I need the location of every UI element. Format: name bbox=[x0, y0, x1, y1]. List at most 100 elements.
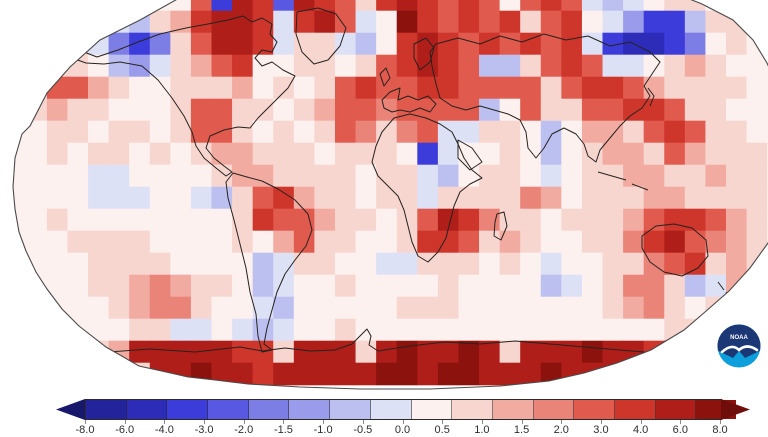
anomaly-grid bbox=[13, 0, 768, 386]
anomaly-cell bbox=[170, 230, 192, 254]
anomaly-cell bbox=[293, 76, 315, 100]
anomaly-cell bbox=[232, 252, 254, 276]
anomaly-cell bbox=[726, 142, 748, 166]
anomaly-cell bbox=[211, 296, 233, 320]
anomaly-cell bbox=[252, 0, 274, 12]
anomaly-cell bbox=[334, 120, 357, 144]
anomaly-cell bbox=[334, 274, 357, 298]
anomaly-cell bbox=[561, 340, 583, 364]
anomaly-cell bbox=[293, 318, 315, 342]
anomaly-cell bbox=[623, 142, 645, 166]
anomaly-cell bbox=[623, 186, 645, 210]
anomaly-cell bbox=[684, 142, 707, 166]
anomaly-cell bbox=[376, 10, 398, 34]
anomaly-cell bbox=[499, 10, 521, 34]
anomaly-cell bbox=[499, 98, 521, 122]
anomaly-cell bbox=[376, 0, 398, 12]
anomaly-cell bbox=[746, 296, 768, 320]
anomaly-cell bbox=[88, 142, 110, 166]
anomaly-cell bbox=[334, 296, 357, 320]
anomaly-cell bbox=[314, 32, 336, 56]
anomaly-cell bbox=[149, 142, 171, 166]
anomaly-cell bbox=[108, 164, 130, 188]
anomaly-cell bbox=[623, 10, 645, 34]
anomaly-cell bbox=[458, 340, 480, 364]
anomaly-cell bbox=[664, 318, 686, 342]
anomaly-cell bbox=[479, 76, 501, 100]
colorbar-tickmark bbox=[402, 420, 404, 424]
anomaly-cell bbox=[108, 98, 130, 122]
anomaly-cell bbox=[252, 32, 274, 56]
anomaly-cell bbox=[67, 230, 89, 254]
anomaly-cell bbox=[88, 120, 110, 144]
anomaly-cell bbox=[746, 230, 768, 254]
anomaly-cell bbox=[170, 142, 192, 166]
anomaly-cell bbox=[664, 274, 686, 298]
anomaly-cell bbox=[726, 274, 748, 298]
anomaly-cell bbox=[211, 120, 233, 144]
anomaly-cell bbox=[355, 120, 377, 144]
anomaly-cell bbox=[643, 252, 665, 276]
anomaly-cell bbox=[88, 10, 110, 34]
colorbar-tickmark bbox=[124, 420, 126, 424]
anomaly-cell bbox=[726, 10, 748, 34]
anomaly-cell bbox=[314, 274, 336, 298]
anomaly-cell bbox=[232, 54, 254, 78]
colorbar-segment bbox=[533, 400, 575, 419]
anomaly-cell bbox=[437, 252, 460, 276]
anomaly-cell bbox=[396, 120, 418, 144]
anomaly-cell bbox=[46, 186, 69, 210]
colorbar-tick-label: -8.0 bbox=[75, 424, 95, 436]
anomaly-cell bbox=[26, 164, 48, 188]
anomaly-cell bbox=[149, 76, 171, 100]
anomaly-cell bbox=[458, 208, 480, 232]
colorbar-tickmark bbox=[243, 420, 245, 424]
anomaly-cell bbox=[437, 274, 460, 298]
anomaly-cell bbox=[293, 54, 315, 78]
anomaly-cell bbox=[108, 296, 130, 320]
anomaly-cell bbox=[561, 32, 583, 56]
coastline-path bbox=[371, 113, 483, 263]
anomaly-cell bbox=[520, 296, 542, 320]
anomaly-cell bbox=[396, 0, 418, 12]
colorbar-tick-label: -1.5 bbox=[273, 424, 293, 436]
anomaly-cell bbox=[684, 186, 707, 210]
anomaly-cell bbox=[623, 0, 645, 12]
anomaly-cell bbox=[684, 362, 707, 386]
anomaly-cell bbox=[643, 164, 665, 188]
colorbar-tick-label: 8.0 bbox=[712, 424, 728, 436]
projection-outline bbox=[12, 0, 768, 390]
colorbar-tickmark bbox=[481, 420, 483, 424]
anomaly-cell bbox=[273, 164, 295, 188]
anomaly-cell bbox=[520, 54, 542, 78]
anomaly-cell bbox=[458, 54, 480, 78]
anomaly-cell bbox=[355, 252, 377, 276]
anomaly-cell bbox=[355, 296, 377, 320]
anomaly-cell bbox=[46, 10, 69, 34]
anomaly-cell bbox=[334, 76, 357, 100]
anomaly-cell bbox=[129, 230, 151, 254]
anomaly-cell bbox=[520, 318, 542, 342]
anomaly-cell bbox=[561, 98, 583, 122]
anomaly-cell bbox=[376, 362, 398, 386]
anomaly-cell bbox=[129, 32, 151, 56]
anomaly-cell bbox=[417, 142, 439, 166]
anomaly-cell bbox=[581, 318, 604, 342]
colorbar-tickmark bbox=[561, 420, 563, 424]
anomaly-cell bbox=[26, 0, 48, 12]
anomaly-cell bbox=[129, 318, 151, 342]
anomaly-cell bbox=[726, 120, 748, 144]
colorbar-tick-label: 0.5 bbox=[434, 424, 450, 436]
anomaly-cell bbox=[149, 208, 171, 232]
anomaly-cell bbox=[396, 54, 418, 78]
anomaly-cell bbox=[46, 362, 69, 386]
anomaly-cell bbox=[499, 362, 521, 386]
anomaly-cell bbox=[334, 252, 357, 276]
anomaly-cell bbox=[46, 32, 69, 56]
anomaly-cell bbox=[88, 32, 110, 56]
anomaly-cell bbox=[232, 208, 254, 232]
anomaly-cell bbox=[602, 230, 624, 254]
anomaly-cell bbox=[293, 98, 315, 122]
anomaly-cell bbox=[26, 362, 48, 386]
anomaly-cell bbox=[88, 164, 110, 188]
